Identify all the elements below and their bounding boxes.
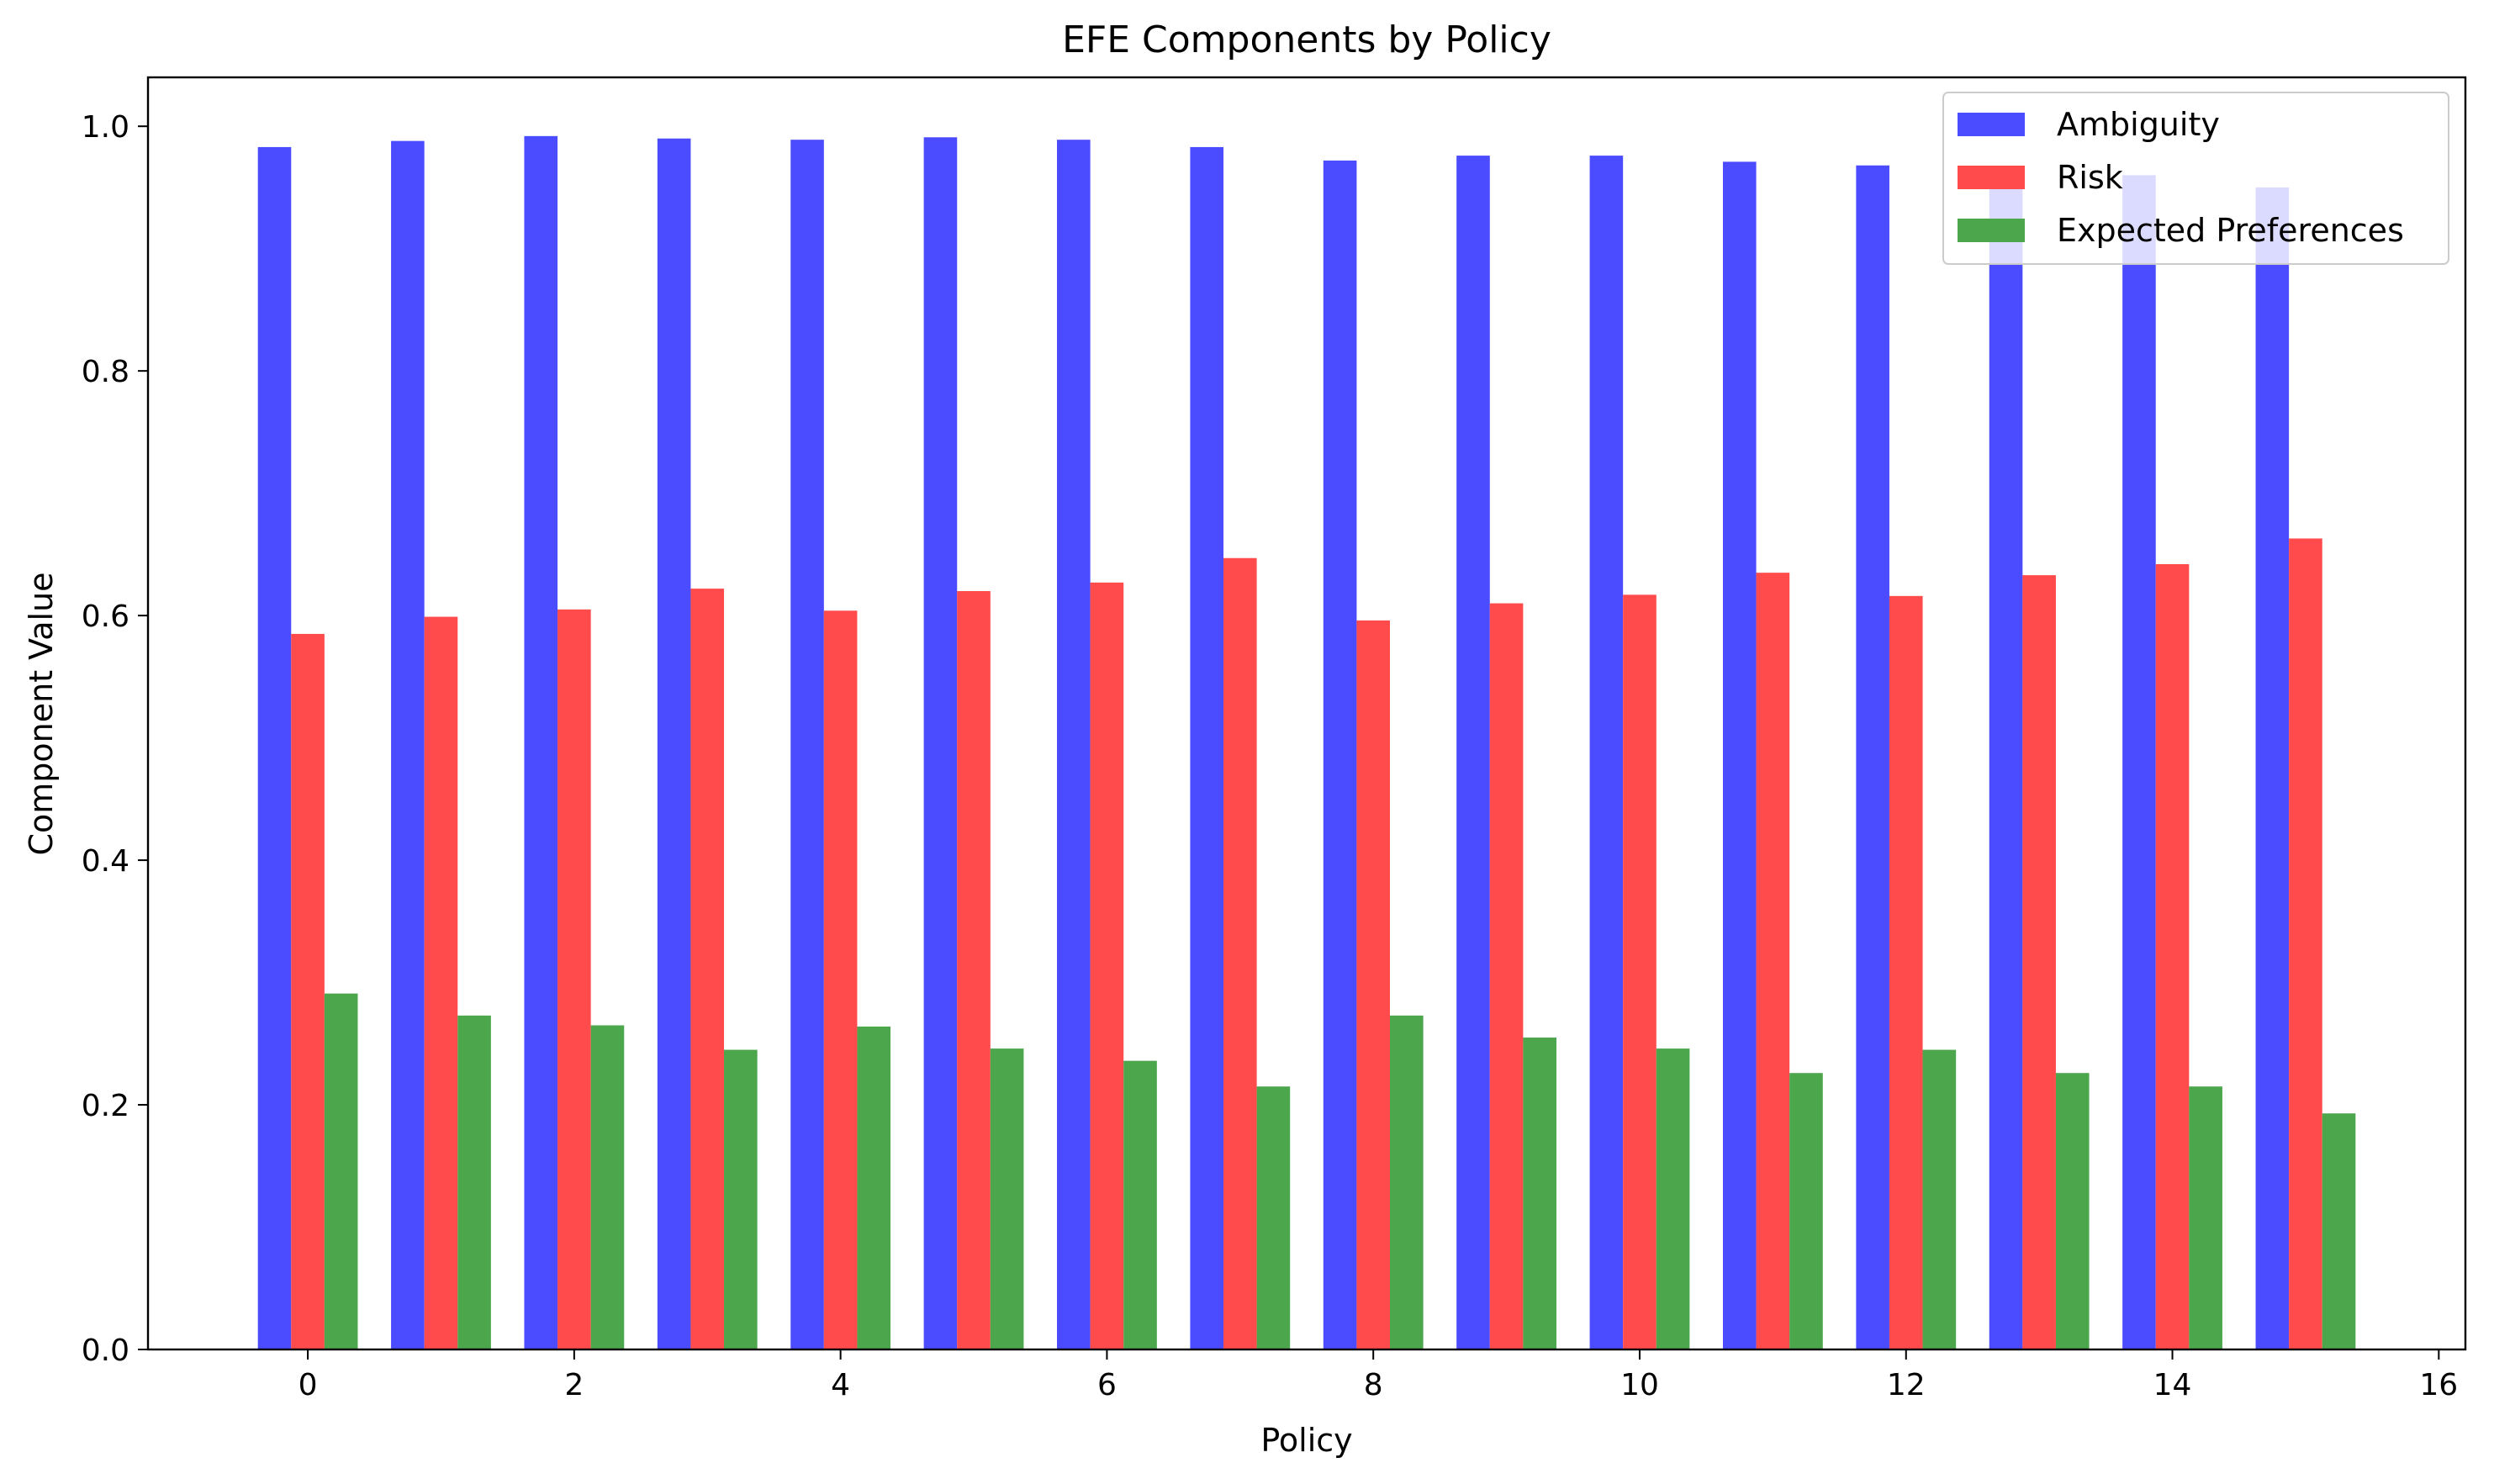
legend-label-expected-preferences: Expected Preferences — [2057, 212, 2404, 249]
bar-risk-policy-13 — [2022, 575, 2056, 1349]
bar-expected-preferences-policy-4 — [857, 1026, 891, 1349]
bar-expected-preferences-policy-0 — [324, 993, 358, 1349]
bar-ambiguity-policy-6 — [1057, 140, 1091, 1350]
x-axis-label: Policy — [1260, 1422, 1352, 1459]
x-tick-label: 2 — [564, 1368, 584, 1402]
legend: Ambiguity Risk Expected Preferences — [1942, 92, 2449, 265]
legend-box — [1942, 92, 2449, 265]
bar-ambiguity-policy-4 — [790, 140, 824, 1350]
bar-risk-policy-10 — [1623, 594, 1657, 1349]
y-tick-label: 0.6 — [82, 599, 129, 634]
bar-risk-policy-8 — [1356, 620, 1390, 1349]
bar-expected-preferences-policy-3 — [724, 1049, 758, 1349]
bar-expected-preferences-policy-12 — [1922, 1049, 1957, 1349]
bar-expected-preferences-policy-1 — [457, 1015, 491, 1349]
bar-ambiguity-policy-14 — [2122, 175, 2156, 1349]
bar-risk-policy-9 — [1489, 603, 1524, 1349]
y-axis-ticks: 0.0 0.2 0.4 0.6 0.8 1.0 — [82, 110, 148, 1368]
bar-expected-preferences-policy-15 — [2322, 1113, 2356, 1349]
bar-expected-preferences-policy-13 — [2055, 1073, 2090, 1349]
bar-ambiguity-policy-2 — [524, 135, 558, 1350]
legend-swatch-ambiguity — [1958, 113, 2025, 136]
bar-ambiguity-policy-3 — [657, 138, 691, 1350]
legend-label-risk: Risk — [2057, 159, 2123, 196]
bar-ambiguity-policy-12 — [1856, 165, 1889, 1349]
legend-swatch-risk — [1958, 166, 2025, 189]
bar-risk-policy-3 — [690, 589, 725, 1349]
bar-risk-policy-12 — [1889, 595, 1923, 1349]
y-tick-label: 1.0 — [82, 110, 129, 145]
bar-ambiguity-policy-7 — [1190, 146, 1224, 1349]
bar-risk-policy-15 — [2289, 538, 2322, 1349]
bar-ambiguity-policy-11 — [1722, 161, 1757, 1349]
bar-expected-preferences-policy-11 — [1789, 1073, 1823, 1349]
legend-label-ambiguity: Ambiguity — [2057, 106, 2220, 143]
y-tick-label: 0.0 — [82, 1333, 129, 1368]
bar-ambiguity-policy-8 — [1323, 160, 1357, 1350]
bar-risk-policy-7 — [1223, 557, 1257, 1349]
bar-expected-preferences-policy-5 — [990, 1048, 1024, 1349]
x-tick-label: 0 — [299, 1368, 318, 1402]
x-tick-label: 4 — [831, 1368, 850, 1402]
y-axis-label: Component Value — [23, 572, 60, 855]
x-tick-label: 12 — [1887, 1368, 1926, 1402]
plot-area-frame — [146, 76, 2467, 1351]
bar-ambiguity-policy-0 — [257, 146, 292, 1349]
bar-ambiguity-policy-1 — [391, 140, 425, 1349]
bar-risk-policy-14 — [2155, 564, 2190, 1349]
bar-expected-preferences-policy-2 — [590, 1025, 625, 1349]
x-axis-ticks: 0 2 4 6 8 10 12 14 16 — [299, 1349, 2458, 1402]
bar-expected-preferences-policy-10 — [1656, 1048, 1690, 1349]
bar-risk-policy-6 — [1090, 582, 1124, 1349]
bar-risk-policy-5 — [957, 591, 991, 1349]
bar-expected-preferences-policy-7 — [1256, 1086, 1291, 1349]
bar-ambiguity-policy-13 — [1989, 183, 2023, 1349]
y-tick-label: 0.8 — [82, 355, 129, 389]
chart-title: EFE Components by Policy — [1062, 18, 1551, 61]
x-tick-label: 14 — [2153, 1368, 2192, 1402]
bar-expected-preferences-policy-9 — [1523, 1038, 1556, 1349]
bar-risk-policy-1 — [424, 616, 458, 1349]
x-tick-label: 10 — [1620, 1368, 1659, 1402]
bar-expected-preferences-policy-8 — [1389, 1015, 1424, 1349]
legend-swatch-expected-preferences — [1958, 219, 2025, 242]
bar-expected-preferences-policy-6 — [1123, 1060, 1157, 1349]
bar-ambiguity-policy-9 — [1456, 156, 1490, 1350]
y-tick-label: 0.4 — [82, 844, 129, 879]
bar-risk-policy-0 — [291, 633, 325, 1349]
x-tick-label: 8 — [1364, 1368, 1383, 1402]
y-tick-label: 0.2 — [82, 1089, 129, 1123]
bar-ambiguity-policy-5 — [923, 137, 958, 1349]
bar-expected-preferences-policy-14 — [2189, 1086, 2222, 1349]
bar-risk-policy-11 — [1756, 573, 1790, 1349]
x-tick-label: 6 — [1097, 1368, 1117, 1402]
bar-ambiguity-policy-10 — [1589, 156, 1624, 1350]
bars-layer — [257, 135, 2356, 1350]
bar-risk-policy-2 — [557, 609, 591, 1349]
bar-risk-policy-4 — [823, 610, 858, 1349]
x-tick-label: 16 — [2419, 1368, 2458, 1402]
bar-ambiguity-policy-15 — [2255, 187, 2290, 1350]
